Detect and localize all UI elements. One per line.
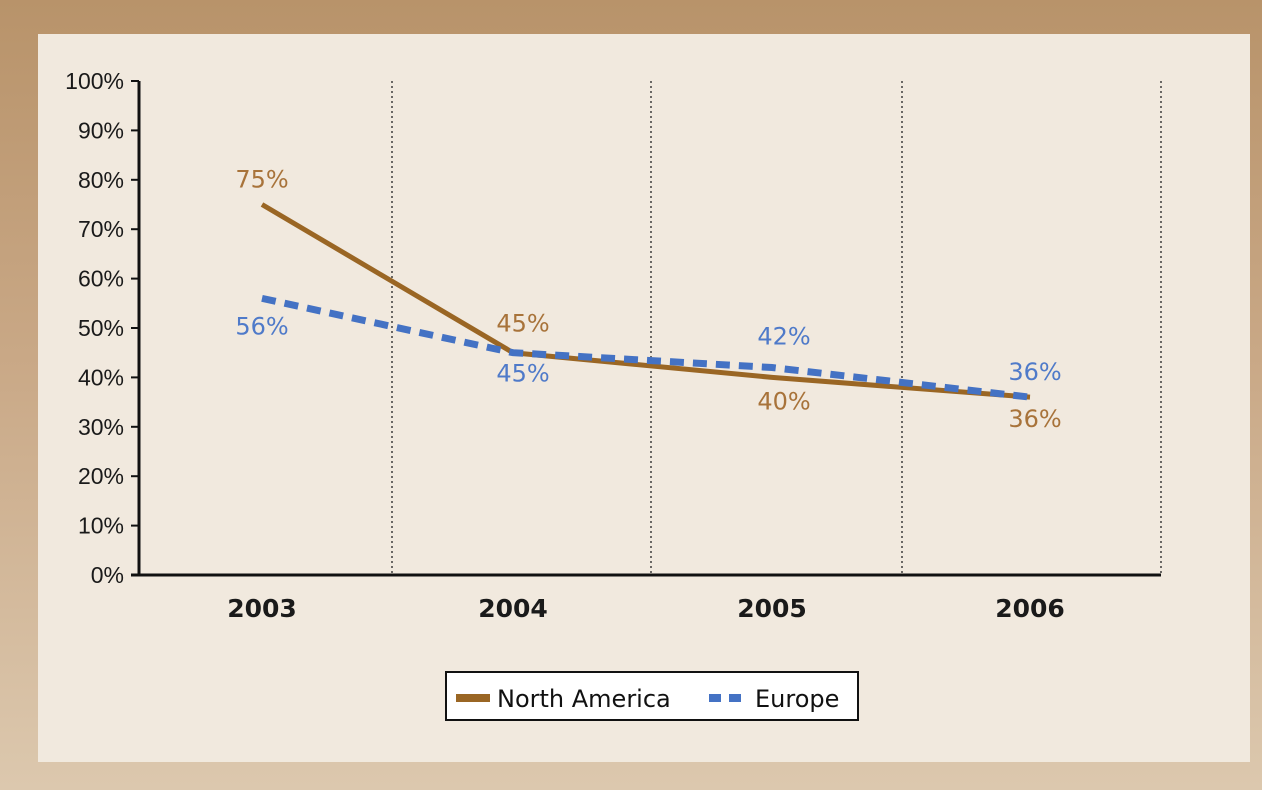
- data-label-layer: 75% 45% 40% 36% 56% 45% 42% 36%: [235, 166, 1061, 434]
- y-tick-label: 10%: [78, 513, 124, 539]
- y-tick-label: 50%: [78, 315, 124, 341]
- legend-label-europe: Europe: [755, 685, 839, 713]
- data-label-europe: 36%: [1008, 358, 1061, 386]
- series-line-europe: [261, 294, 1031, 401]
- data-label-europe: 45%: [496, 360, 549, 388]
- x-tick-label: 2005: [737, 594, 807, 623]
- y-tick-label: 30%: [78, 414, 124, 440]
- y-tick-label: 80%: [78, 167, 124, 193]
- legend: North America Europe: [445, 671, 859, 721]
- series-layer: [260, 202, 1031, 401]
- legend-box: [445, 671, 859, 721]
- y-tick-label: 70%: [78, 216, 124, 242]
- y-tick-label: 60%: [78, 266, 124, 292]
- axis-layer: 0% 10% 20% 30% 40% 50% 60% 70% 80% 90% 100% 2003 200…: [65, 68, 1161, 623]
- y-tick-label: 20%: [78, 463, 124, 489]
- data-label-north-america: 36%: [1008, 405, 1061, 433]
- y-tick-label: 100%: [65, 68, 124, 94]
- x-tick-label: 2003: [227, 594, 297, 623]
- data-label-north-america: 75%: [235, 166, 288, 194]
- data-label-europe: 56%: [235, 312, 288, 340]
- y-tick-label: 90%: [78, 117, 124, 143]
- grid-layer: [391, 81, 1162, 575]
- chart-panel: [38, 34, 1250, 762]
- y-tick-label: 0%: [91, 562, 124, 588]
- data-label-north-america: 45%: [496, 310, 549, 338]
- data-label-north-america: 40%: [757, 387, 810, 415]
- series-line-north-america: [260, 202, 1031, 400]
- y-tick-label: 40%: [78, 364, 124, 390]
- legend-label-north-america: North America: [497, 685, 671, 713]
- x-tick-label: 2006: [995, 594, 1065, 623]
- x-tick-label: 2004: [478, 594, 548, 623]
- data-label-europe: 42%: [757, 323, 810, 351]
